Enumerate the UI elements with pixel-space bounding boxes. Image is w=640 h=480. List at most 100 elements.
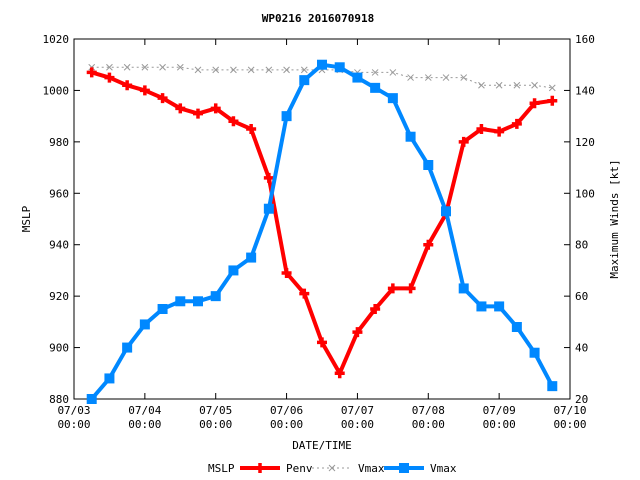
series-penv-point — [193, 108, 203, 119]
series-vmax-point — [281, 111, 292, 122]
legend-label-vmax-dotted: Vmax — [358, 462, 385, 475]
x-tick-label-time: 00:00 — [270, 418, 303, 431]
x-tick-label-time: 00:00 — [483, 418, 516, 431]
series-vmax-dotted-point — [460, 74, 468, 81]
x-tick-label-date: 07/08 — [412, 404, 445, 417]
series-vmax-dotted-point — [212, 66, 220, 74]
series-penv — [86, 67, 558, 379]
series-vmax-dotted-point — [442, 74, 450, 81]
series-penv-point — [511, 118, 522, 129]
series-vmax-point — [104, 373, 115, 384]
y-axis-right-label: Maximum Winds [kt] — [608, 159, 621, 278]
series-penv-point — [423, 239, 434, 250]
series-vmax-point — [334, 62, 345, 73]
series-vmax-point — [175, 296, 186, 307]
y-axis-left: 880 900 920 940 960 980 1000 1020 — [43, 33, 80, 406]
x-tick-label-time: 00:00 — [412, 418, 445, 431]
x-tick-label-date: 07/05 — [199, 404, 232, 417]
series-vmax-dotted-point — [371, 69, 379, 76]
series-penv-point — [175, 103, 186, 114]
y-left-tick-label: 980 — [49, 136, 69, 149]
y-right-tick-label: 160 — [575, 33, 595, 46]
series-vmax-point — [441, 206, 451, 217]
series-vmax-dotted-point — [495, 81, 503, 89]
series-vmax-dotted-point — [141, 63, 149, 71]
series-vmax-dotted-point — [513, 81, 521, 89]
series-vmax-point — [529, 347, 540, 358]
series-vmax-dotted — [88, 63, 556, 92]
x-tick-label-date: 07/06 — [270, 404, 303, 417]
series-vmax-point — [352, 72, 363, 83]
series-vmax-point — [423, 160, 434, 170]
legend-marker-vmax-dotted — [328, 464, 336, 472]
series-penv-point — [139, 85, 150, 96]
series-vmax-point — [228, 265, 239, 276]
x-tick-label-date: 07/09 — [483, 404, 516, 417]
series-vmax-point — [193, 296, 203, 307]
series-penv-point — [387, 283, 398, 294]
series-vmax-dotted-point — [159, 63, 166, 71]
x-tick-label-time: 00:00 — [199, 418, 232, 431]
y-left-tick-label: 960 — [49, 187, 69, 200]
x-tick-label-date: 07/03 — [57, 404, 90, 417]
series-penv-point — [281, 268, 292, 278]
y-right-tick-label: 80 — [575, 239, 588, 252]
series-penv-point — [370, 304, 381, 314]
series-vmax-line — [90, 62, 555, 401]
series-penv-point — [122, 80, 133, 91]
series-penv-point — [405, 283, 416, 294]
y-right-tick-label: 60 — [575, 290, 588, 303]
series-vmax-dotted-point — [176, 63, 184, 71]
series-vmax — [86, 59, 558, 404]
legend-entry-vmax: Vmax — [384, 462, 457, 475]
series-penv-point — [246, 124, 257, 134]
series-penv-point — [352, 327, 363, 338]
series-penv-point — [547, 95, 558, 106]
series-penv-point — [86, 67, 97, 78]
series-penv-point — [299, 288, 310, 299]
series-vmax-point — [494, 301, 505, 312]
y-right-tick-label: 120 — [575, 136, 595, 149]
legend-entry-penv: Penv — [240, 462, 313, 475]
series-vmax-point — [246, 252, 257, 263]
series-vmax-dotted-point — [300, 66, 308, 74]
x-tick-label-date: 07/07 — [341, 404, 374, 417]
y-right-tick-label: 20 — [575, 393, 588, 406]
series-vmax-point — [476, 301, 487, 312]
series-vmax-point — [86, 394, 97, 404]
series-penv-point — [104, 72, 115, 83]
x-tick-label-time: 00:00 — [553, 418, 586, 431]
series-penv-point — [334, 368, 345, 379]
series-penv-point — [476, 124, 487, 134]
series-penv-line — [91, 70, 553, 376]
y-left-tick-label: 900 — [49, 342, 69, 355]
series-vmax-dotted-point — [478, 81, 485, 89]
plot-area — [73, 38, 571, 400]
x-tick-label-date: 07/10 — [553, 404, 586, 417]
series-vmax-dotted-point — [389, 69, 397, 76]
series-vmax-point — [122, 342, 133, 353]
x-tick-label-time: 00:00 — [341, 418, 374, 431]
series-penv-point — [263, 172, 274, 183]
x-tick-label-date: 07/04 — [128, 404, 161, 417]
x-axis-label: DATE/TIME — [292, 439, 352, 452]
y-right-tick-label: 100 — [575, 187, 595, 200]
x-tick-label-time: 00:00 — [128, 418, 161, 431]
series-penv-point — [529, 98, 540, 109]
series-vmax-point — [370, 82, 381, 93]
series-vmax-point — [299, 75, 310, 86]
legend-mslp-label: MSLP — [208, 462, 235, 475]
series-penv-point — [317, 337, 327, 348]
series-penv-point — [494, 126, 505, 137]
series-vmax-dotted-point — [265, 66, 273, 74]
chart-title: WP0216 2016070918 — [262, 12, 375, 25]
series-vmax-dotted-point — [283, 66, 290, 74]
y-right-tick-label: 140 — [575, 84, 595, 97]
series-penv-point — [157, 93, 168, 104]
series-vmax-dotted-point — [407, 74, 414, 81]
y-left-tick-label: 940 — [49, 239, 69, 252]
legend-entry-vmax-dotted: Vmax — [312, 462, 385, 475]
x-axis: 07/0300:0007/0400:0007/0500:0007/0600:00… — [57, 39, 587, 431]
y-axis-left-label: MSLP — [20, 205, 33, 232]
series-vmax-dotted-point — [194, 66, 202, 74]
